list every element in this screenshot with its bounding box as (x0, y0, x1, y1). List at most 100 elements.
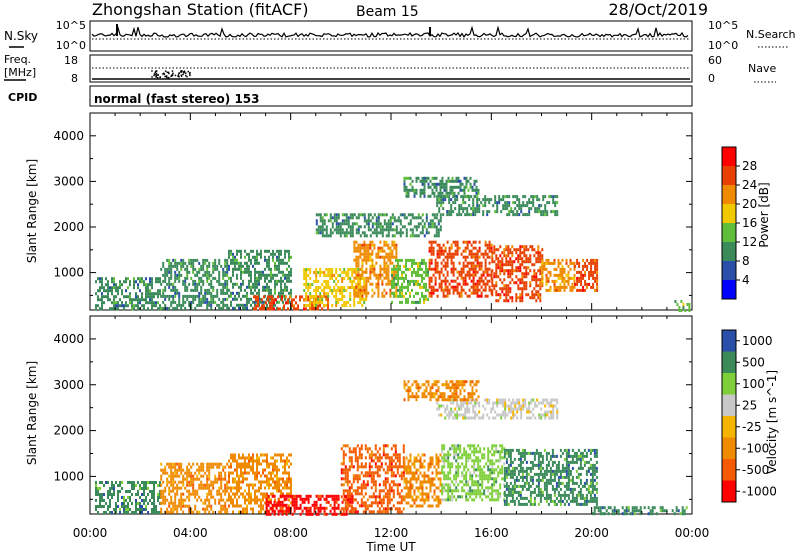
data-cell (486, 279, 489, 283)
data-cell (423, 282, 425, 286)
data-cell (563, 282, 566, 286)
data-cell (200, 303, 203, 307)
data-cell (248, 501, 250, 505)
data-cell (461, 188, 464, 192)
data-cell (438, 198, 441, 202)
data-cell (170, 462, 173, 466)
data-cell (434, 267, 437, 271)
data-cell (571, 285, 574, 289)
nave-dot (171, 70, 174, 72)
data-cell (378, 447, 381, 451)
data-cell (288, 492, 290, 496)
data-cell (342, 471, 345, 475)
data-cell (474, 210, 477, 214)
data-cell (365, 294, 368, 298)
data-cell (268, 258, 270, 262)
data-cell (527, 272, 530, 276)
data-cell (238, 294, 240, 298)
data-cell (445, 191, 448, 195)
data-cell (274, 480, 276, 484)
data-cell (425, 176, 428, 180)
data-cell (576, 282, 579, 286)
data-cell (395, 291, 397, 295)
data-cell (534, 210, 537, 214)
data-cell (379, 231, 382, 235)
data-cell (413, 492, 416, 496)
data-cell (552, 195, 555, 199)
data-cell (482, 198, 485, 202)
data-cell (262, 507, 264, 511)
data-cell (111, 292, 113, 296)
data-cell (378, 492, 381, 496)
data-cell (389, 252, 392, 256)
data-cell (270, 477, 272, 481)
data-cell (435, 182, 438, 186)
data-cell (357, 276, 360, 280)
data-cell (425, 273, 427, 277)
data-cell (160, 267, 163, 271)
data-cell (462, 276, 465, 280)
data-cell (147, 301, 149, 305)
data-cell (174, 258, 177, 262)
data-cell (274, 465, 276, 469)
data-cell (309, 268, 312, 271)
data-cell (160, 507, 163, 511)
data-cell (190, 300, 193, 304)
data-cell (423, 297, 425, 301)
data-cell (196, 303, 199, 307)
data-cell (180, 495, 183, 499)
data-cell (391, 255, 394, 259)
data-cell (250, 297, 252, 301)
data-cell (228, 495, 230, 499)
data-cell (393, 282, 395, 286)
data-cell (525, 254, 528, 258)
data-cell (384, 444, 387, 448)
nave-dot (155, 70, 157, 72)
data-cell (280, 456, 282, 460)
data-cell (450, 198, 453, 202)
data-cell (474, 273, 477, 277)
data-cell (390, 486, 393, 490)
data-cell (137, 301, 139, 305)
data-cell (421, 225, 424, 229)
data-cell (109, 511, 111, 514)
data-cell (288, 258, 290, 262)
data-cell (284, 486, 286, 490)
data-cell (329, 286, 332, 289)
data-cell (170, 465, 173, 469)
data-cell (174, 471, 177, 475)
data-cell (438, 270, 441, 274)
data-cell (464, 291, 467, 295)
data-cell (596, 261, 599, 265)
data-cell (127, 496, 129, 499)
data-cell (281, 512, 284, 516)
data-cell (541, 273, 544, 277)
data-cell (135, 502, 137, 505)
data-cell (186, 264, 189, 268)
data-cell (180, 492, 183, 496)
data-cell (143, 490, 145, 493)
data-cell (370, 486, 373, 490)
data-cell (170, 471, 173, 475)
colorbar-tick-label: 20 (742, 197, 757, 211)
data-cell (415, 225, 418, 229)
data-cell (204, 483, 207, 487)
data-cell (184, 486, 187, 490)
data-cell (335, 497, 338, 501)
data-cell (317, 497, 320, 501)
data-cell (380, 504, 383, 508)
data-cell (230, 471, 232, 475)
data-cell (413, 225, 416, 229)
data-cell (592, 273, 595, 277)
data-cell (364, 501, 367, 505)
data-cell (505, 248, 508, 252)
data-cell (317, 271, 320, 274)
data-cell (592, 276, 595, 280)
data-cell (196, 492, 199, 496)
data-cell (384, 495, 387, 499)
data-cell (361, 252, 364, 256)
data-cell (265, 497, 268, 501)
data-cell (250, 456, 252, 460)
data-cell (232, 267, 234, 271)
data-cell (491, 278, 494, 282)
